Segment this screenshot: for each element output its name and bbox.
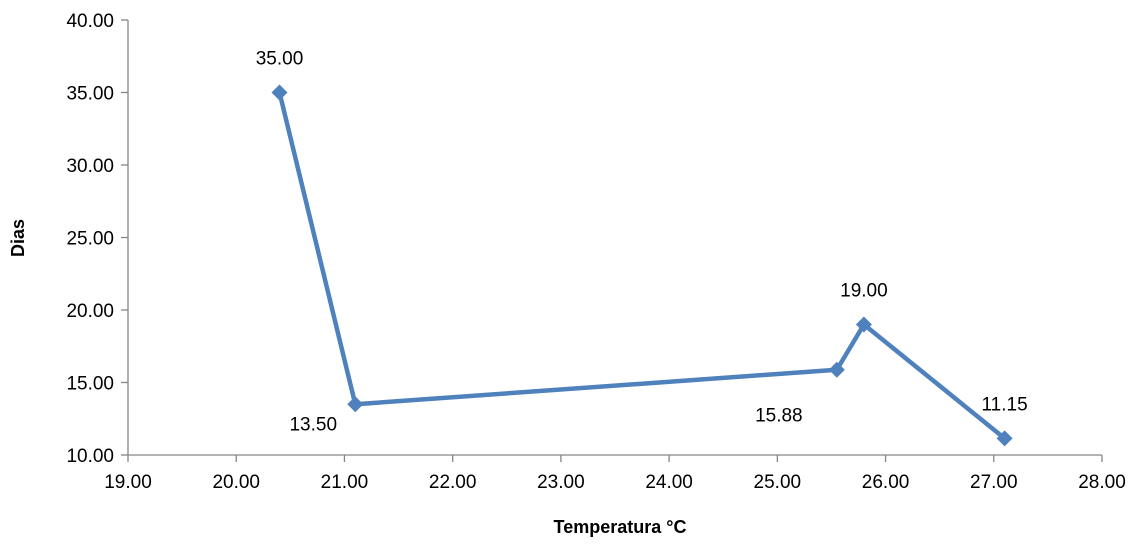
data-point-marker [996,430,1013,447]
series [271,84,1013,447]
x-tick-label: 21.00 [321,472,369,493]
y-axis-title: Dias [8,219,28,257]
data-label: 13.50 [289,414,337,435]
y-tick-label: 25.00 [66,229,114,250]
x-tick-label: 23.00 [537,472,585,493]
y-tick-label: 20.00 [66,301,114,322]
x-tick-label: 25.00 [754,472,802,493]
x-tick-label: 27.00 [970,472,1018,493]
x-tick-label: 20.00 [212,472,260,493]
y-tick-label: 40.00 [66,11,114,32]
data-point-marker [828,361,845,378]
x-tick-label: 28.00 [1078,472,1126,493]
x-axis-title: Temperatura °C [554,517,687,537]
data-point-marker [347,396,364,413]
x-tick-label: 22.00 [429,472,477,493]
data-label: 15.88 [755,406,803,427]
x-tick-label: 26.00 [862,472,910,493]
axes [121,19,1103,462]
series-line [277,91,1007,441]
x-tick-label: 24.00 [645,472,693,493]
y-tick-label: 10.00 [66,446,114,467]
y-tick-labels: 10.00 15.00 20.00 25.00 30.00 35.00 40.00 [66,11,114,467]
data-label: 35.00 [256,49,304,70]
data-label: 11.15 [982,394,1028,415]
data-point-marker [855,316,872,333]
x-tick-labels: 19.00 20.00 21.00 22.00 23.00 24.00 25.00 26.00… [104,472,1126,493]
y-tick-label: 15.00 [66,374,114,395]
data-labels: 35.00 13.50 15.88 19.00 11.15 [256,49,1028,436]
y-tick-label: 30.00 [66,156,114,177]
y-tick-label: 35.00 [66,84,114,105]
x-tick-label: 19.00 [104,472,152,493]
data-point-marker [271,84,288,101]
data-label: 19.00 [840,281,888,302]
